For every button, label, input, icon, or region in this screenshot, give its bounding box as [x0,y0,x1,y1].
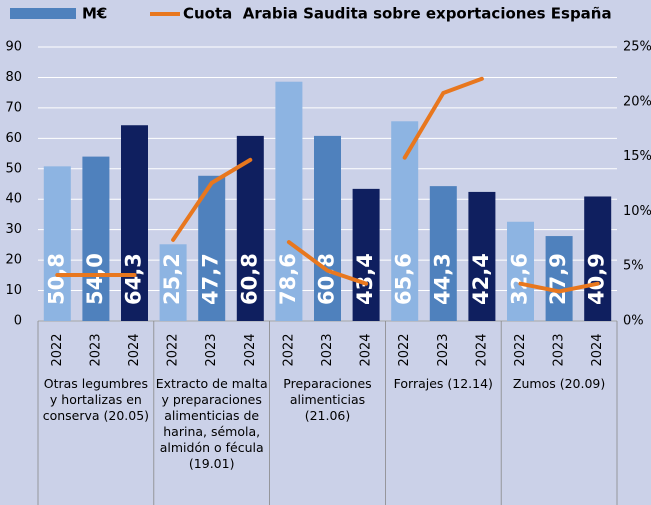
value-label: 54,0 [83,253,107,305]
y2-tick-label: 0% [623,314,644,329]
x-tick-label: 2024 [359,333,374,366]
x-tick-label: 2022 [513,333,528,366]
line [171,157,253,242]
y-tick-label: 90 [5,40,22,55]
x-tick-label: 2022 [50,333,65,366]
y2-tick-label: 5% [623,259,644,274]
group-label: Forrajes (12.14) [393,376,493,391]
x-tick-label: 2022 [397,333,412,366]
legend-swatch [10,8,76,19]
x-tick-label: 2024 [127,333,142,366]
value-label: 32,6 [508,253,532,305]
x-tick-label: 2022 [166,333,181,366]
bar [468,191,496,321]
bar [275,81,303,321]
legend-label: Cuota Arabia Saudita sobre exportaciones… [183,5,612,23]
value-label: 44,3 [430,253,454,305]
bar [82,156,110,321]
y-tick-label: 60 [5,131,22,146]
y2-tick-label: 20% [623,94,651,109]
x-tick-label: 2024 [243,333,258,366]
y2-tick-label: 25% [623,40,651,55]
y-tick-label: 40 [5,192,22,207]
y-tick-label: 20 [5,253,22,268]
line [518,281,600,294]
value-label: 50,8 [44,253,68,305]
bar [584,196,612,321]
value-label: 78,6 [276,253,300,305]
bar [352,188,380,321]
y2-tick-label: 10% [623,204,651,219]
bar [429,186,457,321]
legend-label: M€ [82,5,107,23]
bar [159,244,187,321]
value-label: 27,9 [546,253,570,305]
value-label: 65,6 [392,253,416,305]
line [402,76,484,160]
y-tick-label: 80 [5,70,22,85]
group-label: Extracto de malta y preparaciones alimen… [155,376,268,471]
x-tick-label: 2023 [88,333,103,366]
value-label: 64,3 [122,253,146,305]
y-tick-label: 70 [5,100,22,115]
y-tick-label: 0 [14,314,22,329]
value-label: 60,8 [315,253,339,305]
y-tick-label: 50 [5,161,22,176]
line [286,240,369,286]
value-label: 47,7 [199,253,223,305]
group-label: Preparaciones alimenticias (21.06) [283,376,372,423]
group-label: Otras legumbres y hortalizas en conserva… [42,376,150,423]
bar [314,135,341,321]
x-tick-label: 2024 [590,333,605,366]
x-tick-label: 2022 [281,333,296,366]
bar [545,236,573,321]
y-tick-label: 30 [5,222,22,237]
x-tick-label: 2024 [474,333,489,366]
x-tick-label: 2023 [552,333,567,366]
value-label: 60,8 [237,253,261,305]
value-label: 25,2 [160,253,184,305]
x-tick-label: 2023 [204,333,219,366]
group-label: Zumos (20.09) [512,376,606,391]
y2-tick-label: 15% [623,149,651,164]
bar [507,221,534,321]
value-label: 40,9 [585,253,609,305]
y-tick-label: 10 [5,283,22,298]
bar [43,166,71,321]
bar [121,125,148,322]
value-label: 42,4 [469,253,493,305]
x-tick-label: 2023 [436,333,451,366]
x-tick-label: 2023 [320,333,335,366]
bar [198,175,226,321]
